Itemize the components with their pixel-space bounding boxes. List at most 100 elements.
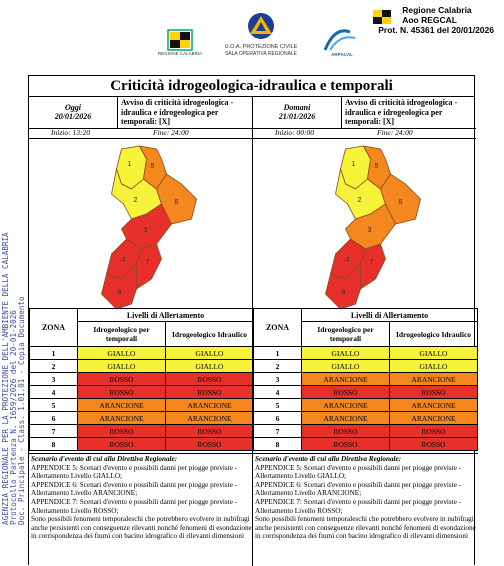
scenario-line: APPENDICE 6: Scenari d'evento e possibil… <box>31 480 238 498</box>
times: Inizio: 13:20 Fine: 24:00 <box>29 128 252 139</box>
zone-number: 7 <box>29 424 78 438</box>
map-zone-label: 7 <box>146 259 150 266</box>
header-row: ZONA Livelli di Allertamento <box>253 308 479 347</box>
stamp-logo <box>373 10 391 24</box>
column-header: Idrogeologico Idraulico <box>164 321 255 347</box>
day-name: Oggi <box>65 103 81 112</box>
alert-level: ROSSO <box>77 424 166 438</box>
zone-header: ZONA <box>253 308 302 347</box>
scenario: Scenario d'evento di cui alla Direttiva … <box>29 453 254 542</box>
alert-level: ROSSO <box>164 437 255 451</box>
alert-level: GIALLO <box>301 346 390 360</box>
zone-row: 8 ROSSO ROSSO <box>253 437 479 451</box>
zone-row: 7 ROSSO ROSSO <box>253 424 479 438</box>
alert-level: ROSSO <box>388 424 479 438</box>
zone-row: 4 ROSSO ROSSO <box>253 385 479 399</box>
day-header: Oggi 20/01/2026 Avviso di criticità idroge… <box>29 96 252 129</box>
alert-level: ROSSO <box>77 385 166 399</box>
stamp-line: Prot. N. 45361 del 20/01/2026 <box>378 25 494 35</box>
map-zone-label: 1 <box>128 161 132 168</box>
map-zone-label: 4 <box>122 257 126 264</box>
alert-level: ROSSO <box>77 372 166 386</box>
alert-level: GIALLO <box>164 359 255 373</box>
scenario-line: APPENDICE 7: Scenari d'evento e possibil… <box>31 497 238 515</box>
start-time: Inizio: 13:20 <box>51 128 90 137</box>
alert-level: ROSSO <box>388 437 479 451</box>
alert-table: ZONA Livelli di Allertamento Idrogeologico… <box>253 308 479 451</box>
map-zone-label: 2 <box>358 197 362 204</box>
zone-row: 4 ROSSO ROSSO <box>29 385 255 399</box>
alert-level: ROSSO <box>301 437 390 451</box>
scenario-heading: Scenario d'evento di cui alla Direttiva … <box>31 455 178 463</box>
zone-map: 1 2 3 4 5 6 7 8 <box>101 145 197 310</box>
logo-label: U.O.A. PROTEZIONE CIVILE <box>224 44 298 50</box>
zone-number: 6 <box>253 411 302 425</box>
alert-level: ARANCIONE <box>301 372 390 386</box>
column-header: Idrogeologico per temporali <box>77 321 166 347</box>
zone-number: 6 <box>29 411 78 425</box>
alert-level: ROSSO <box>77 437 166 451</box>
alert-level: ARANCIONE <box>301 411 390 425</box>
alert-level: ARANCIONE <box>77 411 166 425</box>
scenario-line: Sono possibili fenomeni temporaleschi ch… <box>255 515 476 541</box>
zone-row: 2 GIALLO GIALLO <box>29 359 255 373</box>
logo-regione <box>167 29 193 51</box>
day-name: Domani <box>283 103 311 112</box>
zone-row: 6 ARANCIONE ARANCIONE <box>253 411 479 425</box>
start-time: Inizio: 00:00 <box>275 128 314 137</box>
zone-number: 3 <box>253 372 302 386</box>
alert-table: ZONA Livelli di Allertamento Idrogeologico… <box>29 308 255 451</box>
alert-level: GIALLO <box>388 346 479 360</box>
zone-number: 5 <box>253 398 302 412</box>
column-header: Idrogeologico per temporali <box>301 321 390 347</box>
zone-map: 1 2 3 4 5 6 7 8 <box>325 145 421 310</box>
subheader-row: Idrogeologico per temporali Idrogeologico… <box>30 321 255 347</box>
alert-level: ROSSO <box>388 385 479 399</box>
map-zone <box>101 263 137 310</box>
alert-level: ARANCIONE <box>301 398 390 412</box>
day-date-text: 21/01/2026 <box>278 112 316 121</box>
zone-number: 2 <box>253 359 302 373</box>
alert-level: ARANCIONE <box>388 411 479 425</box>
zone-row: 3 ARANCIONE ARANCIONE <box>253 372 479 386</box>
alert-level: GIALLO <box>77 359 166 373</box>
map-zone-label: 1 <box>352 161 356 168</box>
scenario-line: APPENDICE 7: Scenari d'evento e possibil… <box>255 497 462 515</box>
zone-row: 5 ARANCIONE ARANCIONE <box>29 398 255 412</box>
logo-protezione-civile <box>248 13 274 39</box>
zone-row: 3 ROSSO ROSSO <box>29 372 255 386</box>
map-zone <box>156 173 197 225</box>
protocol-stamp: Regione Calabria Aoo REGCAL Prot. N. 453… <box>378 5 494 35</box>
column-header: Idrogeologico Idraulico <box>388 321 479 347</box>
alert-level: GIALLO <box>164 346 255 360</box>
alert-level: ROSSO <box>164 372 255 386</box>
zone-number: 8 <box>253 437 302 451</box>
zone-number: 8 <box>29 437 78 451</box>
alert-level: ARANCIONE <box>164 398 255 412</box>
stamp-line: Regione Calabria <box>402 5 472 15</box>
alert-level: ARANCIONE <box>77 398 166 412</box>
map-zone <box>325 263 361 310</box>
zone-row: 2 GIALLO GIALLO <box>253 359 479 373</box>
zone-number: 4 <box>253 385 302 399</box>
map-zone-label: 5 <box>375 163 379 170</box>
alert-level: ARANCIONE <box>388 398 479 412</box>
alert-level: GIALLO <box>388 359 479 373</box>
zone-header: ZONA <box>29 308 78 347</box>
map-zone-label: 8 <box>342 289 346 296</box>
day-date-text: 20/01/2026 <box>54 112 92 121</box>
bulletin: Criticità idrogeologica-idraulica e temp… <box>28 75 479 566</box>
alert-level: ROSSO <box>164 424 255 438</box>
alert-level: GIALLO <box>77 346 166 360</box>
zone-row: 5 ARANCIONE ARANCIONE <box>253 398 479 412</box>
zone-number: 2 <box>29 359 78 373</box>
side-line: AGENZIA REGIONALE PER LA PROTEZIONE DELL… <box>1 232 10 525</box>
side-stamp: AGENZIA REGIONALE PER LA PROTEZIONE DELL… <box>1 232 26 525</box>
scenario: Scenario d'evento di cui alla Direttiva … <box>253 453 478 542</box>
map-zone-label: 3 <box>368 227 372 234</box>
scenario-line: Sono possibili fenomeni temporaleschi ch… <box>31 515 252 541</box>
zone-number: 3 <box>29 372 78 386</box>
subheader-row: Idrogeologico per temporali Idrogeologico… <box>254 321 479 347</box>
notice: Avviso di criticità idrogeologica - idra… <box>121 98 234 126</box>
